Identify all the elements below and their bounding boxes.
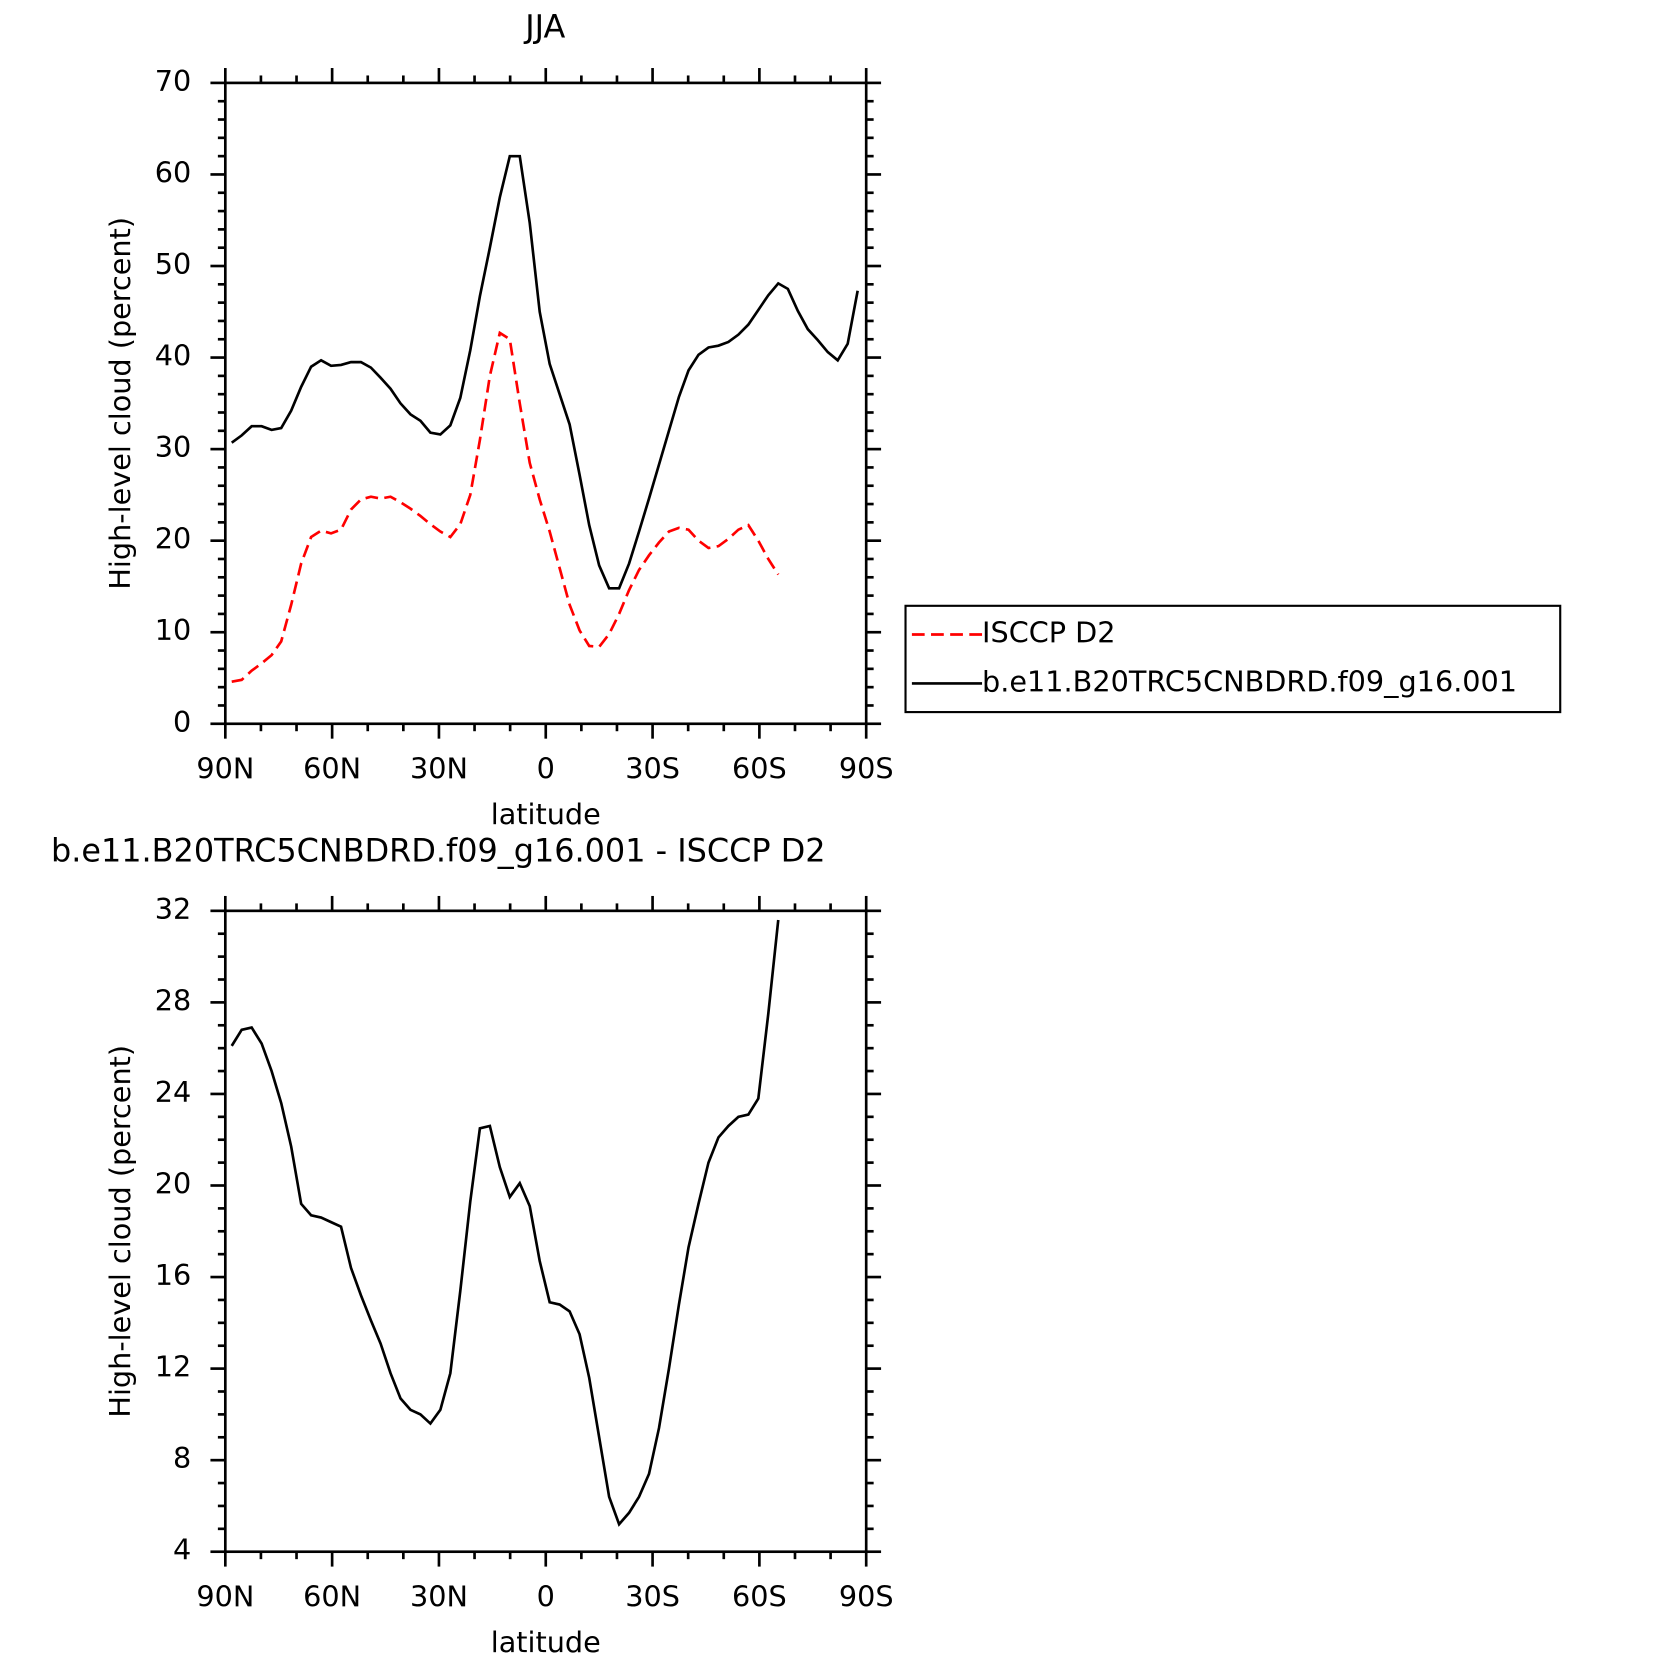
y-tick-label: 50 xyxy=(155,247,192,281)
x-tick-label: 90N xyxy=(196,752,254,786)
x-tick-label: 30N xyxy=(410,1579,468,1613)
x-tick-label: 60S xyxy=(732,752,787,786)
x-axis-label: latitude xyxy=(491,1625,601,1658)
x-tick-label: 90S xyxy=(839,752,894,786)
chart-title: b.e11.B20TRC5CNBDRD.f09_g16.001 - ISCCP … xyxy=(51,831,826,869)
data-line xyxy=(231,330,780,683)
y-tick-label: 40 xyxy=(155,339,192,373)
y-tick-label: 20 xyxy=(155,1167,192,1201)
plot-frame xyxy=(223,909,868,1554)
y-tick-label: 70 xyxy=(155,64,192,98)
legend-label: b.e11.B20TRC5CNBDRD.f09_g16.001 xyxy=(982,664,1517,698)
y-tick-label: 32 xyxy=(155,892,192,926)
legend-box xyxy=(904,604,1562,714)
x-tick-label: 0 xyxy=(537,1579,555,1613)
x-tick-label: 30S xyxy=(625,752,680,786)
x-tick-label: 30S xyxy=(625,1579,680,1613)
data-line xyxy=(230,154,859,590)
y-tick-label: 12 xyxy=(155,1350,192,1384)
y-tick-label: 20 xyxy=(155,522,192,556)
y-tick-label: 4 xyxy=(173,1533,191,1567)
x-tick-label: 60N xyxy=(303,752,361,786)
y-tick-label: 28 xyxy=(155,983,192,1017)
chart-title: JJA xyxy=(523,8,565,46)
legend-label: ISCCP D2 xyxy=(982,616,1116,650)
plot-frame xyxy=(223,81,868,726)
y-tick-label: 30 xyxy=(155,430,192,464)
x-axis-label: latitude xyxy=(491,797,601,831)
x-tick-label: 0 xyxy=(537,752,555,786)
y-tick-label: 0 xyxy=(173,705,191,739)
x-tick-label: 90N xyxy=(196,1579,254,1613)
y-tick-label: 24 xyxy=(155,1075,192,1109)
x-tick-label: 30N xyxy=(410,752,468,786)
x-tick-label: 60N xyxy=(303,1579,361,1613)
y-tick-label: 8 xyxy=(173,1441,191,1475)
y-axis-label: High-level cloud (percent) xyxy=(103,1045,137,1418)
x-tick-label: 60S xyxy=(732,1579,787,1613)
y-tick-label: 16 xyxy=(155,1258,192,1292)
y-tick-label: 10 xyxy=(155,613,192,647)
data-line xyxy=(230,919,780,1527)
y-tick-label: 60 xyxy=(155,155,192,189)
x-tick-label: 90S xyxy=(839,1579,894,1613)
y-axis-label: High-level cloud (percent) xyxy=(103,217,137,590)
